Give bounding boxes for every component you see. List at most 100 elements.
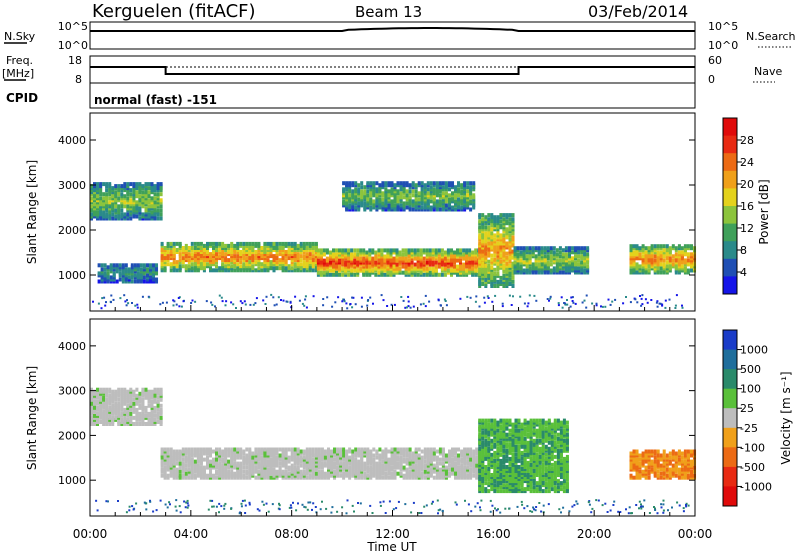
- echo-cell: [178, 252, 182, 257]
- echo-cell: [163, 268, 167, 273]
- clutter-cell: [419, 303, 422, 306]
- echo-cell: [401, 264, 405, 269]
- freq-unit: [MHz]: [2, 67, 34, 80]
- echo-cell: [435, 199, 439, 204]
- echo-cell: [260, 252, 264, 257]
- echo-cell: [129, 411, 133, 416]
- echo-cell: [311, 246, 315, 250]
- echo-cell: [129, 405, 133, 410]
- clutter-cell: [173, 300, 176, 303]
- echo-cell: [330, 449, 334, 454]
- echo-cell: [435, 465, 439, 470]
- clutter-cell: [546, 298, 549, 300]
- echo-cell: [302, 254, 306, 259]
- echo-cell: [345, 449, 349, 454]
- echo-cell: [496, 263, 500, 268]
- echo-cell: [481, 418, 485, 423]
- echo-cell: [127, 275, 131, 280]
- echo-cell: [175, 248, 179, 252]
- clutter-cell: [178, 305, 181, 308]
- echo-cell: [281, 246, 285, 250]
- echo-cell: [96, 182, 100, 187]
- echo-cell: [647, 258, 651, 263]
- echo-cell: [138, 182, 142, 187]
- clutter-cell: [664, 306, 667, 309]
- echo-cell: [136, 267, 140, 272]
- echo-cell: [372, 205, 376, 210]
- echo-cell: [153, 420, 157, 424]
- echo-cell: [431, 260, 435, 265]
- echo-cell: [135, 190, 139, 195]
- echo-cell: [454, 193, 458, 198]
- echo-cell: [420, 455, 424, 460]
- echo-cell: [543, 268, 547, 273]
- echo-cell: [257, 469, 261, 474]
- echo-cell: [209, 268, 213, 273]
- echo-cell: [665, 250, 669, 255]
- echo-cell: [392, 248, 396, 253]
- echo-cell: [351, 197, 355, 202]
- clutter-cell: [533, 294, 536, 297]
- echo-cell: [360, 455, 364, 460]
- echo-cell: [172, 455, 176, 460]
- colorbar-swatch: [723, 153, 737, 172]
- echo-cell: [493, 233, 497, 238]
- echo-cell: [456, 272, 460, 277]
- nsky-tick-bottom: 10^0: [58, 39, 88, 52]
- echo-cell: [463, 455, 467, 460]
- echo-cell: [156, 182, 160, 187]
- echo-cell: [377, 266, 381, 271]
- echo-cell: [387, 205, 391, 210]
- echo-cell: [248, 260, 252, 265]
- clutter-cell: [406, 306, 408, 309]
- echo-cell: [460, 197, 464, 202]
- echo-cell: [129, 198, 133, 203]
- echo-cell: [123, 204, 127, 209]
- clutter-cell: [211, 303, 214, 306]
- echo-cell: [150, 214, 154, 219]
- echo-cell: [245, 268, 249, 273]
- echo-cell: [102, 206, 106, 211]
- clutter-cell: [659, 302, 662, 305]
- echo-cell: [508, 233, 512, 238]
- echo-cell: [462, 262, 466, 267]
- echo-cell: [169, 241, 173, 246]
- echo-cell: [275, 241, 279, 246]
- echo-cell: [275, 469, 279, 474]
- echo-cell: [319, 256, 323, 261]
- echo-cell: [441, 191, 445, 196]
- echo-cell: [519, 250, 523, 255]
- echo-cell: [629, 250, 633, 255]
- echo-cell: [126, 420, 130, 424]
- echo-cell: [475, 463, 479, 468]
- echo-cell: [314, 252, 318, 257]
- echo-cell: [344, 250, 348, 255]
- echo-cell: [206, 455, 210, 460]
- echo-cell: [105, 405, 109, 410]
- echo-cell: [278, 455, 282, 460]
- echo-cell: [656, 244, 660, 249]
- echo-cell: [227, 459, 231, 464]
- echo-cell: [459, 258, 463, 263]
- echo-cell: [112, 263, 116, 268]
- clutter-cell: [574, 302, 577, 305]
- echo-cell: [499, 282, 503, 286]
- echo-cell: [434, 264, 438, 269]
- echo-cell: [478, 215, 482, 220]
- echo-cell: [327, 469, 331, 474]
- echo-cell: [245, 262, 249, 267]
- echo-cell: [124, 267, 128, 272]
- power-colorbar-label: Power [dB]: [757, 179, 771, 244]
- echo-cell: [537, 262, 541, 267]
- echo-cell: [371, 268, 375, 273]
- echo-cell: [153, 184, 157, 189]
- echo-cell: [405, 189, 409, 194]
- echo-cell: [132, 397, 136, 402]
- clutter-cell: [112, 298, 115, 301]
- echo-cell: [196, 447, 200, 452]
- echo-cell: [153, 196, 157, 201]
- echo-cell: [305, 455, 309, 460]
- echo-cell: [133, 279, 137, 284]
- clutter-cell: [254, 302, 257, 305]
- echo-cell: [144, 182, 148, 187]
